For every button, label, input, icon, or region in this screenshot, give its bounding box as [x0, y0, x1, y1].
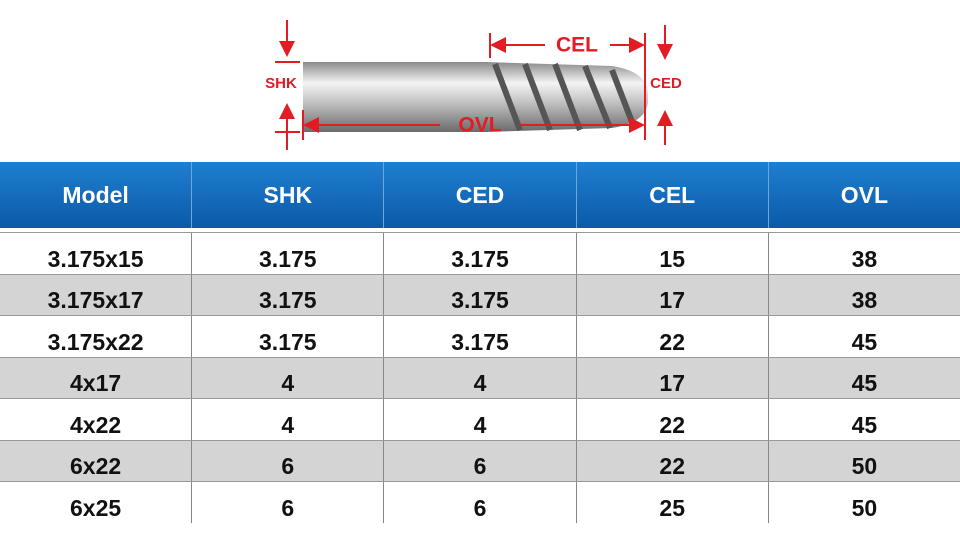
- header-cell: CEL: [577, 162, 769, 228]
- dimension-lines: [275, 20, 673, 150]
- table-cell: 6x25: [0, 482, 193, 523]
- spec-table: Model SHK CED CEL OVL 3.175x15 3.175 3.175 15 38 3…: [0, 162, 960, 523]
- table-cell: 45: [851, 328, 878, 355]
- ced-label: CED: [650, 75, 682, 92]
- table-cell: 15: [577, 233, 769, 274]
- table-cell: 22: [577, 440, 769, 481]
- header-cell: Model: [0, 162, 193, 228]
- table-cell: 4: [384, 357, 577, 398]
- table-cell: 50: [851, 494, 878, 521]
- ovl-label: OVL: [458, 114, 501, 137]
- table-cell: 3.175: [192, 316, 385, 357]
- table-cell: 3.175x22: [0, 316, 193, 357]
- header-cell: SHK: [192, 162, 385, 228]
- table-cell: 50: [851, 453, 878, 479]
- table-cell: 4: [192, 357, 385, 398]
- table-cell: 22: [577, 316, 769, 357]
- table-cell: 6x22: [0, 440, 193, 481]
- table-cell: 4x17: [0, 357, 193, 398]
- table-cell: 25: [577, 482, 769, 523]
- table-row: 3.175x15 3.175 3.175 15 38: [0, 232, 960, 274]
- table-cell: 6: [192, 482, 385, 523]
- table-cell: 3.175: [384, 274, 577, 315]
- header-cell: OVL: [840, 181, 889, 208]
- table-cell: 6: [384, 482, 577, 523]
- table-row: 6x25 6 6 25 50: [0, 481, 960, 523]
- table-cell: 4: [384, 399, 577, 440]
- table-cell: 3.175x15: [0, 233, 193, 274]
- tool: [303, 62, 649, 132]
- table-cell: 22: [577, 399, 769, 440]
- table-row: 4x22 4 4 22 45: [0, 398, 960, 440]
- table-cell: 3.175: [192, 274, 385, 315]
- table-cell: 3.175x17: [0, 274, 193, 315]
- table-cell: 6: [192, 440, 385, 481]
- table-row: 6x22 6 6 22 50: [0, 439, 960, 481]
- table-cell: 45: [851, 411, 878, 438]
- header-cell: CED: [384, 162, 577, 228]
- table-cell: 45: [851, 370, 878, 396]
- table-cell: 38: [851, 287, 878, 313]
- table-row: 4x17 4 4 17 45: [0, 356, 960, 398]
- table-cell: 3.175: [384, 316, 577, 357]
- table-cell: 3.175: [192, 233, 385, 274]
- header-row: Model SHK CED CEL OVL: [0, 162, 960, 228]
- table-cell: 17: [577, 274, 769, 315]
- cel-label: CEL: [556, 34, 598, 57]
- table-row: 3.175x22 3.175 3.175 22 45: [0, 315, 960, 357]
- table-cell: 6: [384, 440, 577, 481]
- table-cell: 38: [851, 245, 878, 272]
- tool-diagram: SHK CEL CED OVL: [265, 20, 682, 150]
- table-cell: 3.175: [384, 233, 577, 274]
- table-cell: 4x22: [0, 399, 193, 440]
- shk-label: SHK: [265, 75, 297, 92]
- table-cell: 4: [192, 399, 385, 440]
- table-cell: 17: [577, 357, 769, 398]
- table-row: 3.175x17 3.175 3.175 17 38: [0, 273, 960, 315]
